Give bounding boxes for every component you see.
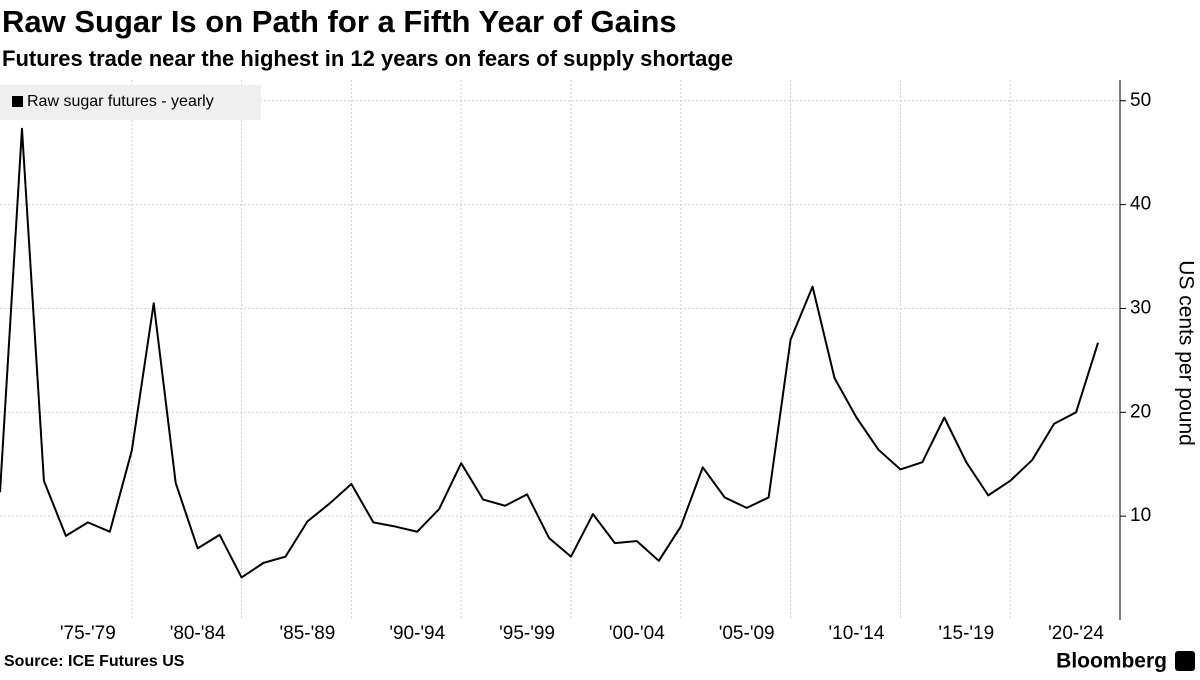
chart-title: Raw Sugar Is on Path for a Fifth Year of… bbox=[2, 4, 677, 39]
line bbox=[0, 127, 1099, 579]
x-tick-label: '90-'94 bbox=[389, 623, 445, 644]
x-tick-label: '85-'89 bbox=[280, 623, 336, 644]
brand-icon bbox=[1175, 651, 1195, 671]
brand: Bloomberg bbox=[1056, 650, 1167, 673]
x-tick-label: '10-'14 bbox=[829, 623, 885, 644]
x-tick-label: '00-'04 bbox=[609, 623, 665, 644]
source: Source: ICE Futures US bbox=[4, 653, 185, 670]
legend-label: Raw sugar futures - yearly bbox=[27, 93, 214, 110]
legend-swatch bbox=[12, 96, 23, 107]
x-tick-label: '20-'24 bbox=[1048, 623, 1104, 644]
x-tick-label: '75-'79 bbox=[60, 623, 116, 644]
y-tick-label: 30 bbox=[1130, 297, 1151, 318]
x-tick-label: '05-'09 bbox=[719, 623, 775, 644]
y-tick-label: 20 bbox=[1130, 401, 1151, 422]
chart-subtitle: Futures trade near the highest in 12 yea… bbox=[2, 46, 733, 71]
x-tick-label: '15-'19 bbox=[938, 623, 994, 644]
x-tick-label: '80-'84 bbox=[170, 623, 226, 644]
x-tick-label: '95-'99 bbox=[499, 623, 555, 644]
y-tick-label: 10 bbox=[1130, 505, 1151, 526]
y-axis-label: US cents per pound bbox=[1174, 260, 1197, 446]
y-tick-label: 50 bbox=[1130, 90, 1151, 111]
y-tick-label: 40 bbox=[1130, 194, 1151, 215]
legend-box bbox=[0, 85, 261, 120]
